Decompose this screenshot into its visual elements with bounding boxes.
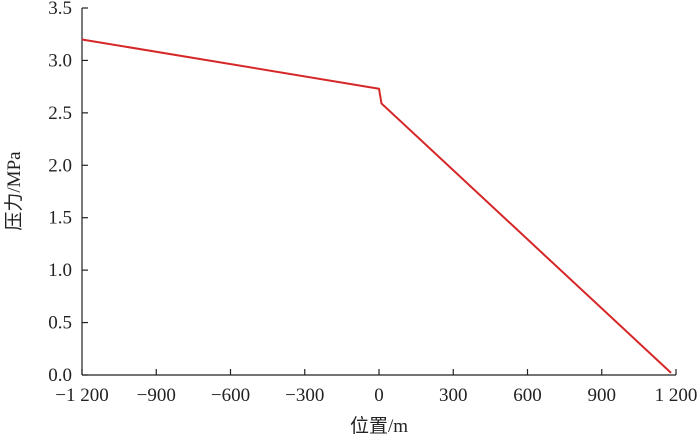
x-tick-label: −600: [211, 385, 250, 406]
y-tick-label: 2.0: [48, 155, 72, 176]
y-tick-label: 1.0: [48, 260, 72, 281]
y-tick-label: 0.0: [48, 365, 72, 386]
x-tick-label: −900: [137, 385, 176, 406]
x-tick-label: 300: [439, 385, 468, 406]
y-axis-title: 压力/MPa: [3, 151, 25, 231]
y-tick-label: 2.5: [48, 103, 72, 124]
series-layer: [81, 38, 672, 374]
y-tick-label: 3.5: [48, 0, 72, 19]
pressure-series-line: [81, 38, 672, 374]
x-tick-label: 600: [513, 385, 542, 406]
y-tick-label: 3.0: [48, 50, 72, 71]
y-ticks: 0.0 0.5 1.0 1.5 2.0 2.5 3.0 3.5: [48, 0, 88, 386]
x-tick-label: −300: [285, 385, 324, 406]
x-axis-title: 位置/m: [350, 415, 408, 437]
x-tick-label: 1 200: [655, 385, 698, 406]
plot-frame: [81, 8, 676, 376]
x-ticks: −1 200 −900 −600 −300 0 300 600 900 1 200: [55, 369, 697, 406]
y-tick-label: 0.5: [48, 313, 72, 334]
y-tick-label: 1.5: [48, 208, 72, 229]
x-tick-label: 900: [588, 385, 617, 406]
x-tick-label: 0: [374, 385, 384, 406]
x-tick-label: −1 200: [55, 385, 108, 406]
